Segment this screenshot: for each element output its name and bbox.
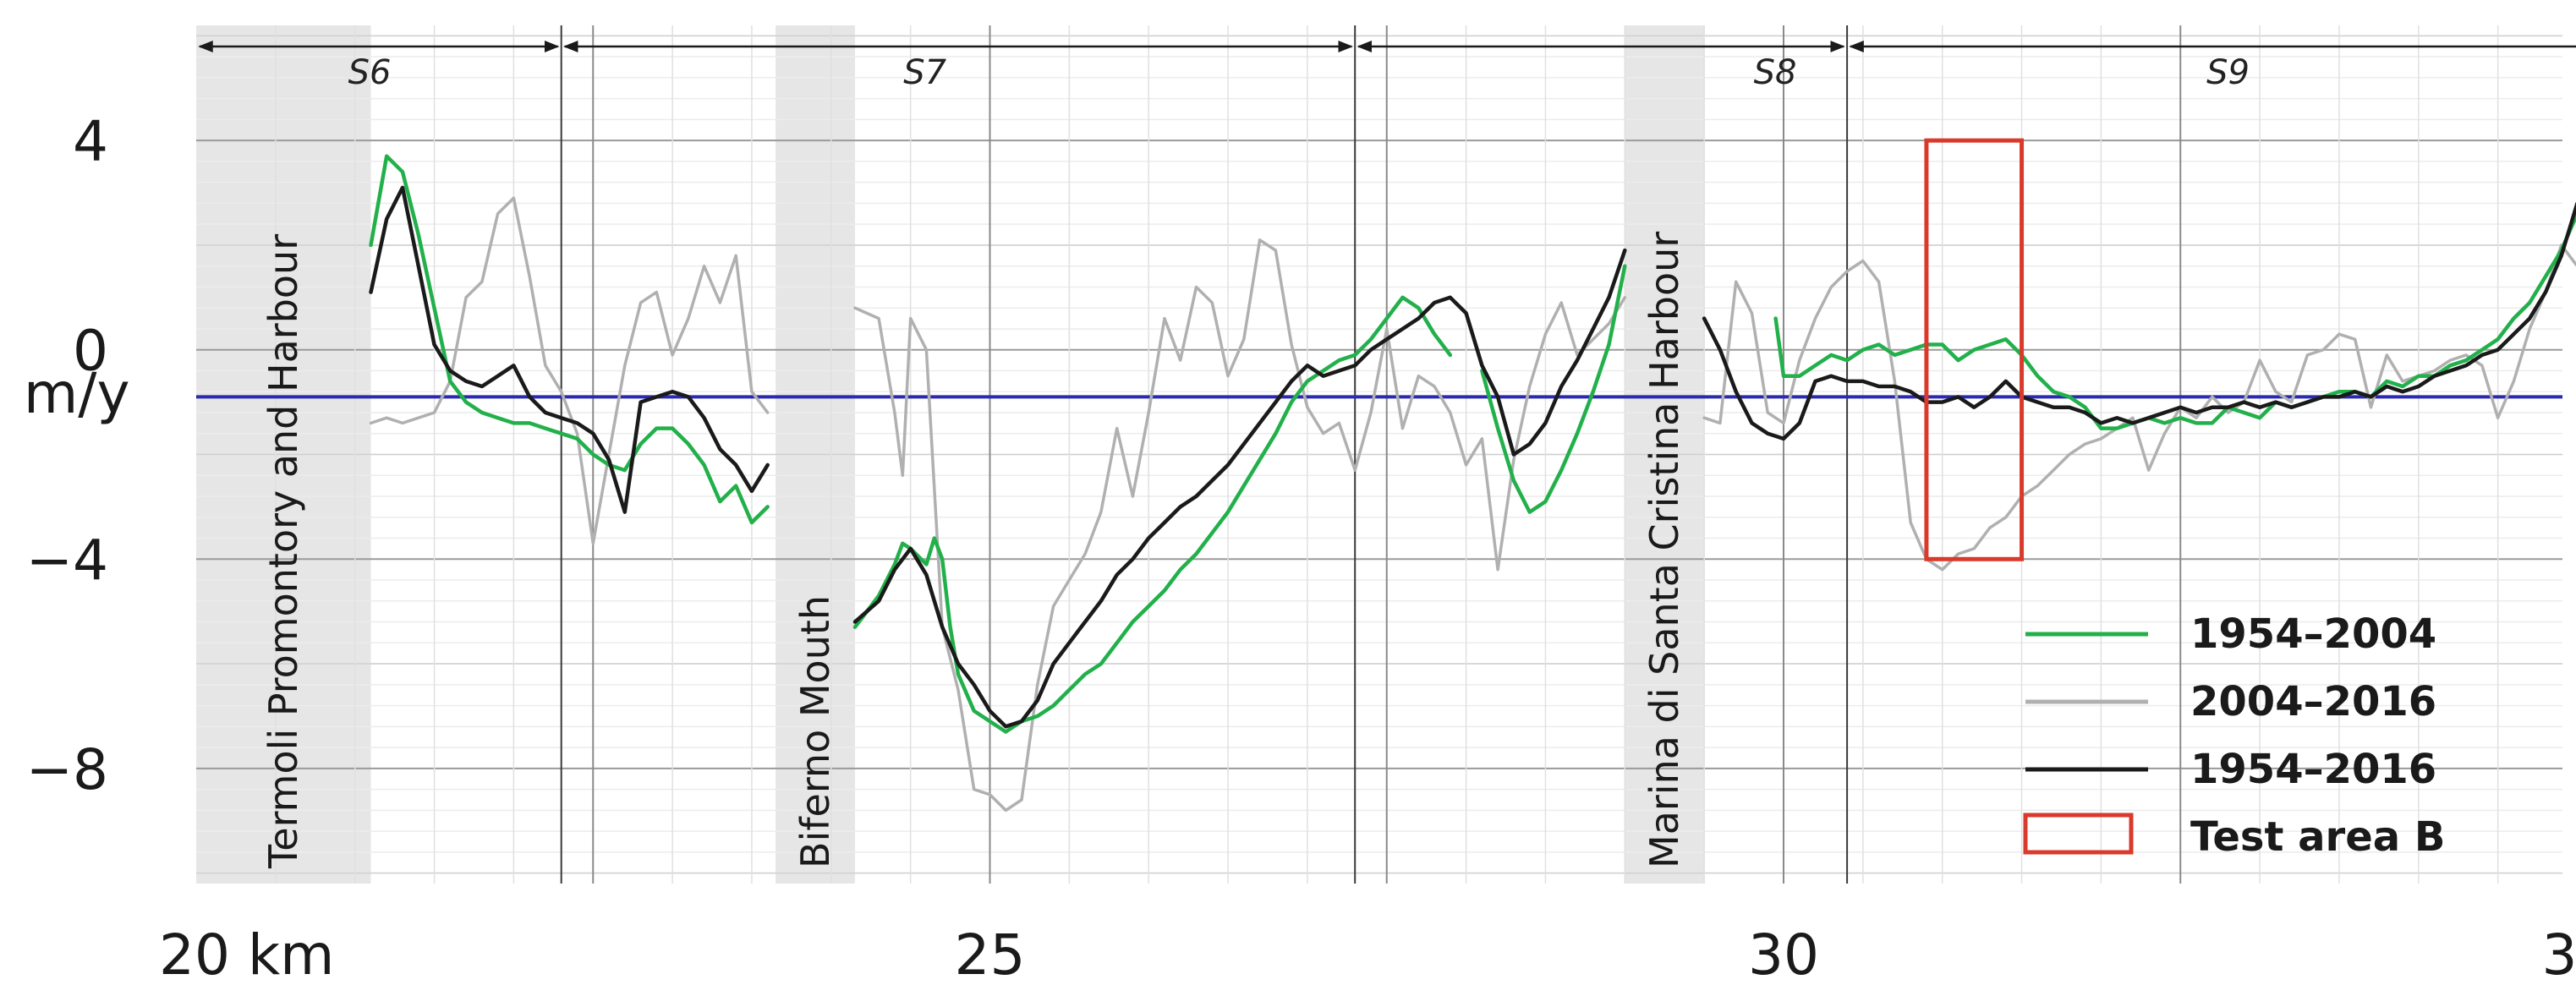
series-line: [1702, 244, 2576, 572]
excluded-area-label: Marina di Santa Cristina Harbour: [1642, 232, 1687, 868]
excluded-area-label: Biferno Mouth: [792, 595, 838, 868]
segment-label: S9: [2206, 53, 2250, 92]
y-tick-label: 4: [73, 109, 108, 174]
legend-label: Test area B: [2190, 813, 2445, 861]
legend-label: 1954–2004: [2190, 610, 2436, 658]
series-line: [1480, 264, 1627, 514]
y-tick-label: −8: [26, 737, 108, 802]
excluded-area-label: Termoli Promontory and Harbour: [260, 234, 306, 869]
grid: [196, 25, 2562, 884]
series-line: [369, 196, 770, 545]
x-axis-ticks: 20 km 25 30 35: [159, 922, 2576, 988]
segment-markers: S6 S7 S8 S9: [198, 25, 2576, 884]
legend-label: 1954–2016: [2190, 746, 2436, 793]
legend-swatch-test-area: [2023, 813, 2134, 855]
x-tick-label: 35: [2542, 922, 2576, 988]
legend-label: 2004–2016: [2190, 678, 2436, 725]
series-line: [1702, 201, 2576, 441]
series-line: [852, 248, 1627, 729]
y-axis-label: m/y: [24, 361, 130, 426]
series-line: [369, 185, 770, 514]
segment-label: S8: [1754, 53, 1797, 92]
y-tick-label: 0: [73, 319, 108, 384]
test-area-box: [1924, 138, 2025, 561]
series-line: [853, 238, 1627, 813]
segment-label: S6: [348, 53, 392, 92]
x-tick-label: 25: [955, 922, 1026, 988]
series-line: [369, 154, 770, 525]
excluded-area-labels: Termoli Promontory and Harbour Biferno Mo…: [260, 232, 1687, 869]
legend: 1954–2004 2004–2016 1954–2016 Test area B: [2023, 610, 2445, 861]
series-line: [1773, 212, 2576, 430]
x-tick-label: 20 km: [159, 922, 334, 988]
y-axis-ticks: 4 0 −4 −8: [26, 109, 108, 802]
x-tick-label: 30: [1748, 922, 1819, 988]
segment-label: S7: [903, 53, 946, 92]
series-lines: [369, 154, 2576, 813]
y-tick-label: −4: [26, 528, 108, 593]
series-line: [852, 295, 1453, 734]
